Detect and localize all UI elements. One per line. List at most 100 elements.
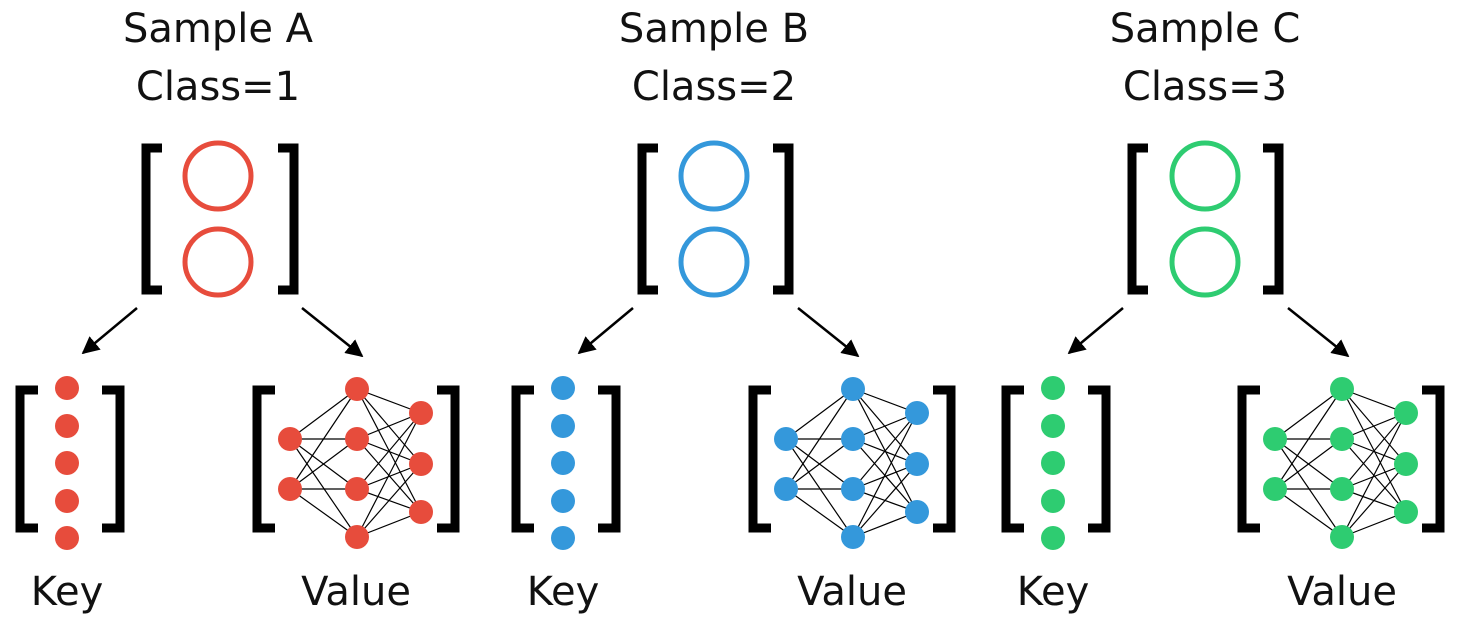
value-label: Value — [797, 569, 907, 615]
sample-b: Sample B Class=2 — [511, 6, 956, 615]
network-node — [409, 500, 433, 524]
key-node — [55, 414, 79, 438]
network-node — [905, 401, 929, 425]
network-node — [841, 427, 865, 451]
network-node — [1394, 401, 1418, 425]
network-node — [278, 427, 302, 451]
network-node — [905, 500, 929, 524]
key-node — [551, 376, 575, 400]
network-node — [774, 477, 798, 501]
right-bracket — [1422, 385, 1445, 533]
value-network — [748, 377, 956, 549]
key-node — [551, 414, 575, 438]
network-node — [1263, 427, 1287, 451]
arrow-to-value — [1287, 307, 1350, 358]
key-node — [1041, 376, 1065, 400]
network-node — [409, 452, 433, 476]
left-bracket — [637, 143, 658, 295]
value-network — [252, 377, 460, 549]
key-vector — [1001, 376, 1111, 550]
right-bracket — [102, 385, 125, 533]
network-node — [1263, 477, 1287, 501]
key-node — [1041, 526, 1065, 550]
network-node — [774, 427, 798, 451]
key-node — [55, 376, 79, 400]
network-edges — [785, 388, 918, 538]
network-node — [841, 477, 865, 501]
right-bracket — [437, 385, 460, 533]
key-vector — [511, 376, 621, 550]
arrow-to-value — [797, 307, 860, 358]
key-node — [55, 489, 79, 513]
input-element-circle — [678, 140, 750, 212]
right-bracket — [773, 143, 794, 295]
arrow-to-value — [301, 307, 364, 358]
key-node — [551, 451, 575, 475]
arrow-to-key — [577, 307, 634, 355]
network-edges — [289, 388, 422, 538]
sample-title: Sample B — [619, 6, 809, 52]
value-label: Value — [1287, 569, 1397, 615]
sample-title: Sample C — [1110, 6, 1301, 52]
key-label: Key — [527, 569, 600, 615]
key-node — [1041, 451, 1065, 475]
right-bracket — [1088, 385, 1111, 533]
input-element-circle — [1169, 140, 1241, 212]
network-edges — [1274, 388, 1407, 538]
left-bracket — [15, 385, 38, 533]
key-node — [1041, 414, 1065, 438]
sample-c: Sample C Class=3 — [1001, 6, 1445, 615]
right-bracket — [933, 385, 956, 533]
network-node — [1394, 500, 1418, 524]
key-node — [551, 526, 575, 550]
value-network — [1237, 377, 1445, 549]
network-node — [345, 377, 369, 401]
right-bracket — [278, 143, 299, 295]
input-element-circle — [1169, 226, 1241, 298]
network-node — [1394, 452, 1418, 476]
input-element-circle — [182, 226, 254, 298]
sample-class-label: Class=3 — [1123, 64, 1287, 110]
network-node — [345, 427, 369, 451]
network-node — [345, 477, 369, 501]
sample-a: Sample A Class=1 — [15, 6, 460, 615]
network-node — [1330, 427, 1354, 451]
left-bracket — [1237, 385, 1260, 533]
arrow-to-key — [81, 307, 138, 355]
left-bracket — [511, 385, 534, 533]
network-node — [841, 377, 865, 401]
key-node — [551, 489, 575, 513]
left-bracket — [1001, 385, 1024, 533]
input-bracket-group — [1127, 140, 1284, 298]
arrow-to-key — [1067, 307, 1124, 355]
network-node — [841, 525, 865, 549]
sample-class-label: Class=2 — [632, 64, 796, 110]
network-node — [905, 452, 929, 476]
key-label: Key — [1017, 569, 1090, 615]
input-bracket-group — [141, 140, 299, 298]
network-node — [1330, 477, 1354, 501]
sample-class-label: Class=1 — [136, 64, 300, 110]
network-node — [1330, 525, 1354, 549]
key-node — [1041, 489, 1065, 513]
network-node — [1330, 377, 1354, 401]
left-bracket — [141, 143, 162, 295]
input-element-circle — [182, 140, 254, 212]
key-node — [55, 526, 79, 550]
input-element-circle — [678, 226, 750, 298]
left-bracket — [252, 385, 275, 533]
network-node — [278, 477, 302, 501]
key-node — [55, 451, 79, 475]
left-bracket — [748, 385, 771, 533]
value-label: Value — [301, 569, 411, 615]
right-bracket — [1263, 143, 1284, 295]
key-vector — [15, 376, 125, 550]
right-bracket — [598, 385, 621, 533]
network-node — [345, 525, 369, 549]
left-bracket — [1127, 143, 1148, 295]
key-label: Key — [31, 569, 104, 615]
sample-title: Sample A — [123, 6, 314, 52]
input-bracket-group — [637, 140, 794, 298]
